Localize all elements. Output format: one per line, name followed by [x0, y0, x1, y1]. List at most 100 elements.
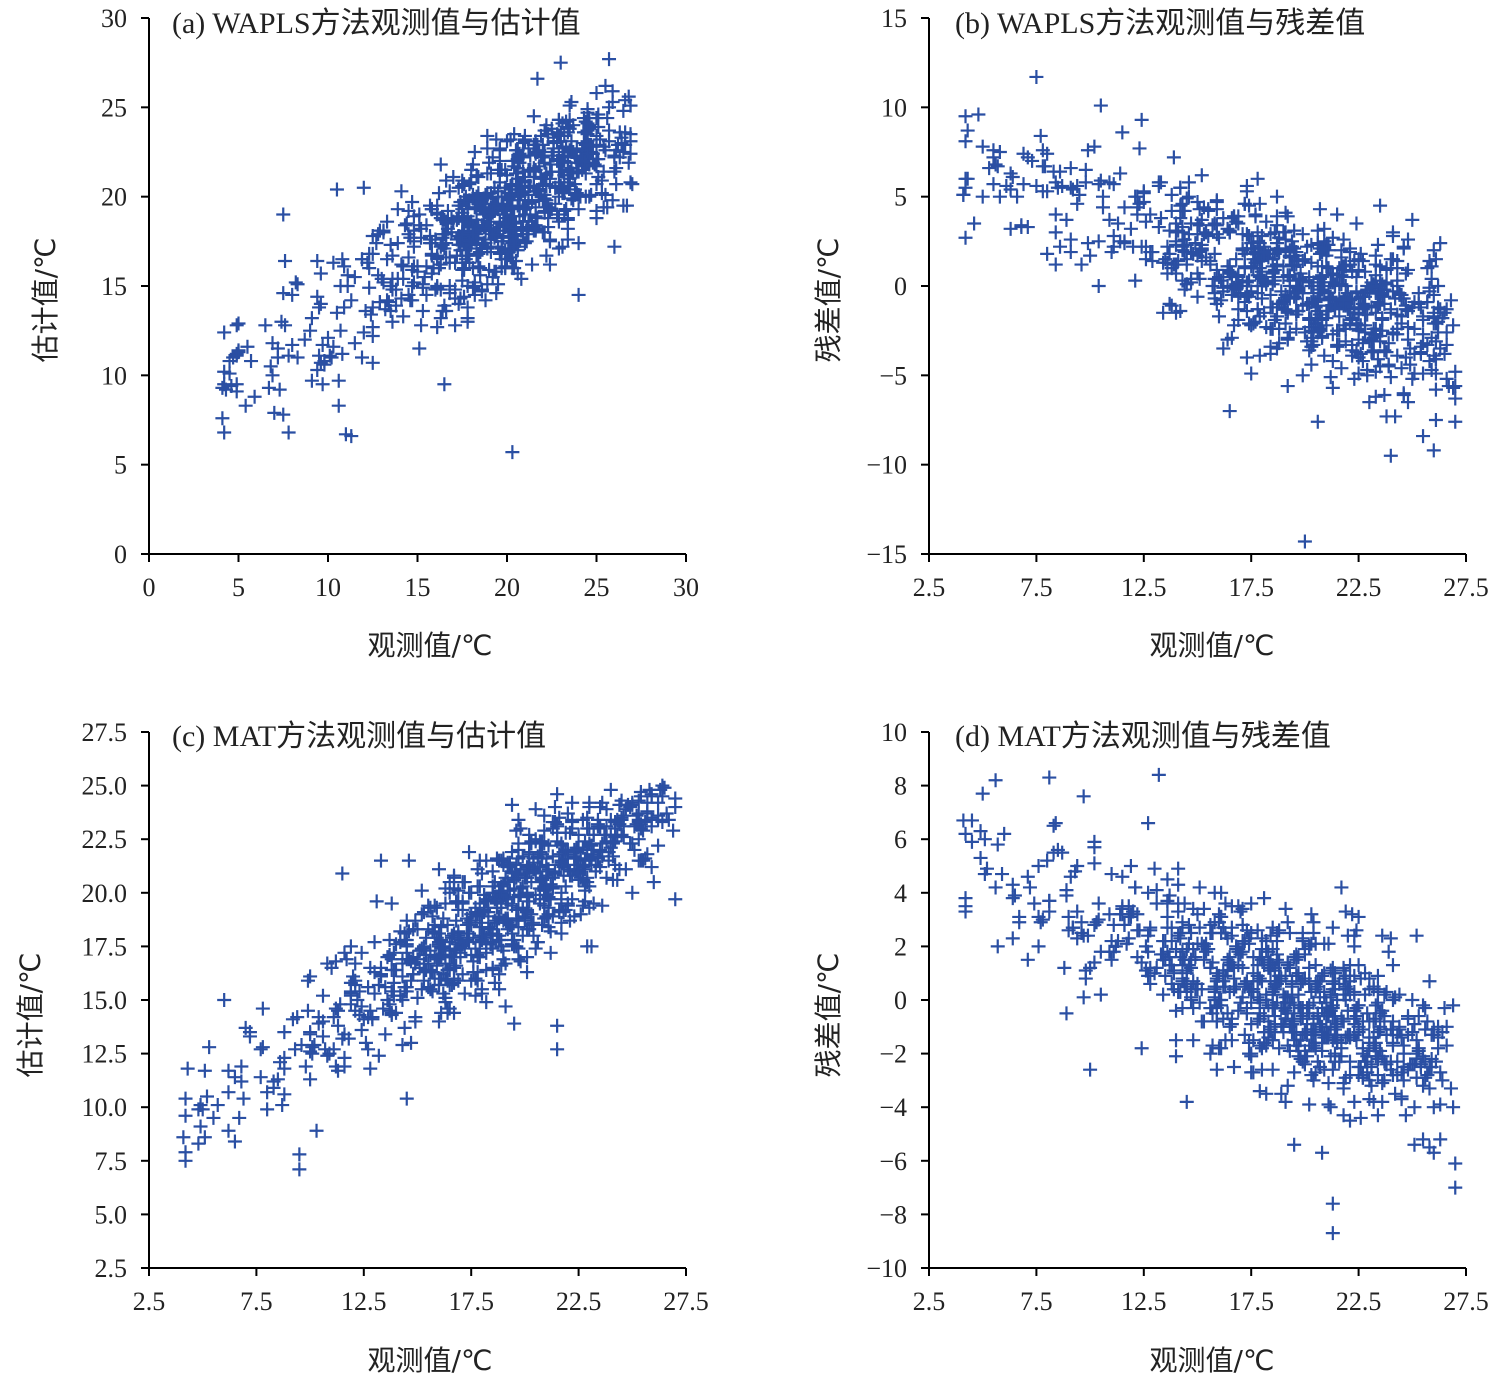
- panel-c-y-tick-label: 25.0: [82, 772, 128, 801]
- data-point: [267, 405, 282, 420]
- data-point: [501, 191, 516, 206]
- data-point: [1231, 302, 1246, 317]
- data-point: [290, 277, 305, 292]
- data-point: [222, 354, 237, 369]
- data-point: [517, 193, 532, 208]
- data-point: [556, 905, 571, 920]
- data-point: [1381, 336, 1396, 351]
- data-point: [496, 230, 511, 245]
- data-point: [640, 847, 655, 862]
- panel-d-y-tick-label: 6: [894, 825, 907, 854]
- data-point: [1244, 995, 1259, 1010]
- data-point: [217, 993, 232, 1007]
- data-point: [977, 832, 992, 847]
- data-point: [197, 1063, 212, 1078]
- data-point: [1196, 952, 1211, 967]
- data-point: [1171, 861, 1186, 876]
- data-point: [1349, 318, 1364, 333]
- data-point: [657, 780, 672, 795]
- data-point: [1319, 248, 1334, 263]
- data-point: [1306, 915, 1321, 930]
- data-point: [378, 302, 393, 317]
- data-point: [589, 211, 604, 226]
- data-point: [386, 975, 401, 990]
- data-point: [355, 252, 370, 267]
- data-point: [1089, 915, 1104, 930]
- data-point: [1291, 304, 1306, 319]
- data-point: [1416, 998, 1431, 1013]
- data-point: [1160, 896, 1175, 911]
- data-point: [1007, 888, 1022, 903]
- panel-b: (b) WAPLS方法观测值与残差值 2.5 7.5 12.5 17.5 22.5 27.…: [812, 4, 1489, 662]
- data-point: [1091, 279, 1106, 293]
- data-point: [303, 1072, 318, 1087]
- panel-d: (d) MAT方法观测值与残差值 2.5 7.5 12.5 17.5 22.5 27.5 −…: [812, 718, 1489, 1377]
- data-point: [1227, 1060, 1242, 1074]
- data-point: [1351, 332, 1366, 347]
- data-point: [1250, 302, 1265, 317]
- data-point: [1033, 128, 1048, 143]
- data-point: [555, 239, 570, 254]
- data-point: [1160, 872, 1175, 887]
- data-point: [1439, 371, 1454, 386]
- data-point: [315, 337, 330, 352]
- data-point: [1091, 234, 1106, 249]
- data-point: [1330, 993, 1345, 1007]
- data-point: [354, 945, 369, 960]
- data-point: [1072, 187, 1087, 202]
- data-point: [1319, 304, 1334, 319]
- data-point: [1248, 209, 1263, 224]
- data-point: [234, 1059, 249, 1074]
- data-point: [232, 1110, 247, 1125]
- data-point: [1409, 928, 1424, 943]
- data-point: [567, 857, 582, 872]
- data-point: [1252, 971, 1267, 986]
- data-point: [1398, 298, 1413, 313]
- data-point: [1323, 1003, 1338, 1018]
- data-point: [1250, 171, 1265, 186]
- data-point: [1207, 990, 1222, 1005]
- data-point: [1282, 291, 1297, 306]
- data-point: [528, 221, 543, 236]
- data-point: [303, 1027, 318, 1042]
- data-point: [1302, 998, 1317, 1013]
- data-point: [210, 1098, 225, 1113]
- data-point: [571, 236, 586, 251]
- data-point: [399, 1091, 414, 1106]
- data-point: [1192, 920, 1207, 935]
- panel-c-x-tick-label: 2.5: [133, 1287, 166, 1316]
- panel-b-y-tick-label: −10: [866, 451, 907, 480]
- data-point: [1063, 869, 1078, 884]
- data-point: [608, 857, 623, 872]
- data-point: [462, 935, 477, 950]
- data-point: [967, 216, 982, 231]
- data-point: [1418, 1001, 1433, 1016]
- data-point: [516, 136, 531, 151]
- data-point: [492, 909, 507, 924]
- data-point: [1377, 296, 1392, 311]
- data-point: [1347, 1017, 1362, 1032]
- panel-a-x-tick-label: 10: [315, 573, 341, 602]
- data-point: [1280, 958, 1295, 973]
- data-point: [1214, 993, 1229, 1007]
- data-point: [1401, 332, 1415, 347]
- panel-a-x-title: 观测值/℃: [368, 629, 493, 662]
- data-point: [341, 1031, 356, 1046]
- data-point: [512, 146, 527, 161]
- data-point: [1336, 318, 1351, 333]
- data-point: [1209, 262, 1224, 277]
- data-point: [1164, 203, 1179, 218]
- data-point: [276, 286, 291, 301]
- panel-a-x-tick-label: 30: [673, 573, 699, 602]
- data-point: [1224, 1033, 1239, 1048]
- data-point: [442, 977, 457, 992]
- data-point: [1093, 98, 1108, 113]
- data-point: [1203, 1001, 1218, 1016]
- panel-d-y-tick-label: −4: [879, 1093, 907, 1122]
- data-point: [1113, 166, 1128, 181]
- data-point: [1143, 207, 1158, 222]
- data-point: [1205, 279, 1220, 293]
- data-point: [1338, 904, 1353, 919]
- data-point: [1250, 225, 1265, 240]
- data-point: [487, 892, 502, 907]
